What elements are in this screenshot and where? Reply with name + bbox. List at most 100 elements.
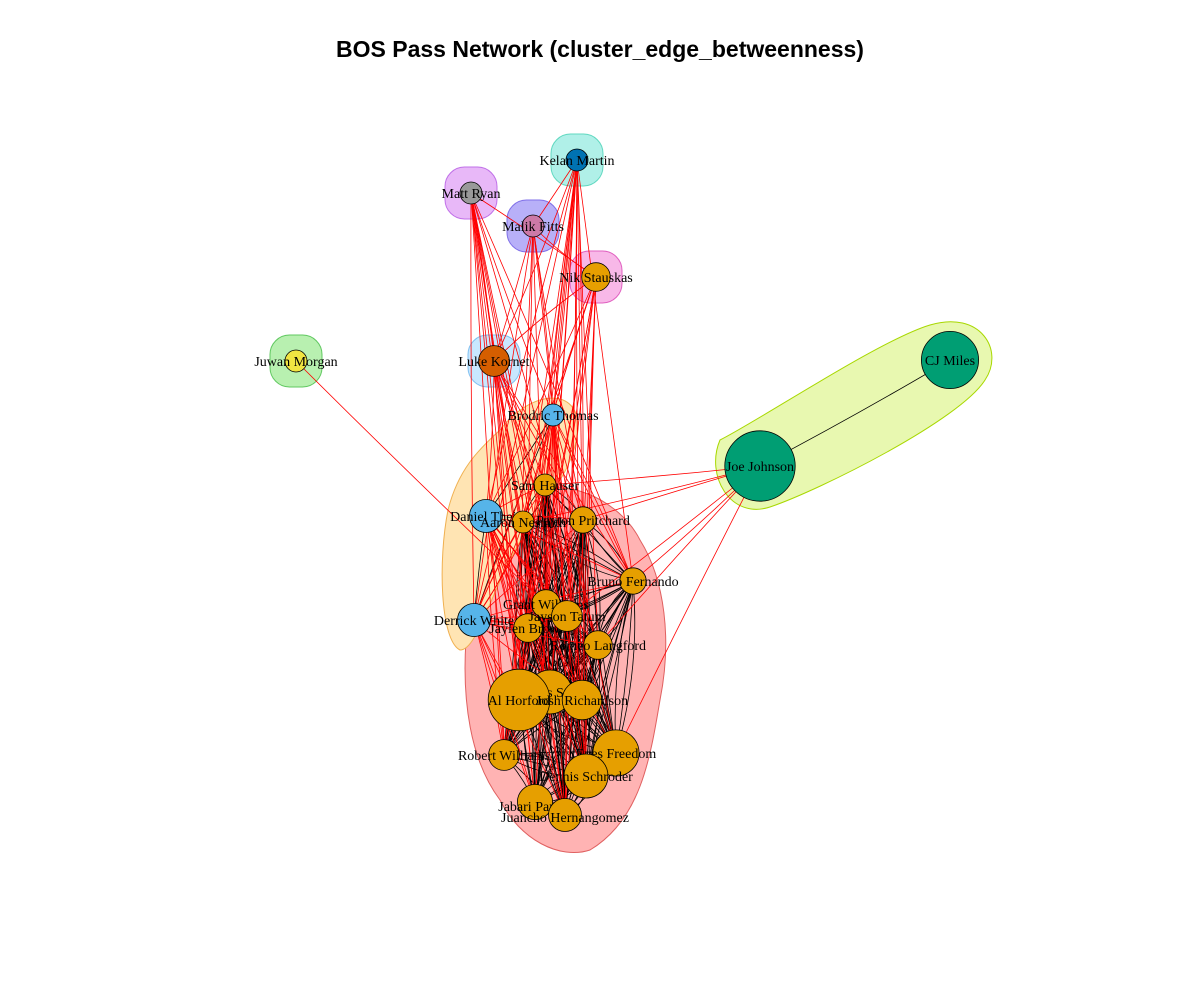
node-joe-johnson: Joe Johnson [724, 430, 796, 502]
node-circle [581, 262, 611, 292]
intra-edge [522, 521, 536, 803]
node-payton-pritchard: Payton Pritchard [536, 506, 630, 534]
inter-edge [470, 192, 475, 621]
inter-edge [485, 515, 566, 816]
node-kelan-martin: Kelan Martin [539, 148, 615, 172]
node-robert-williams: Robert Williams [458, 739, 550, 771]
inter-edge [552, 414, 634, 582]
inter-edge [532, 225, 554, 416]
node-jaylen-brown: Jaylen Brown [489, 613, 567, 643]
node-bruno-fernando: Bruno Fernando [587, 567, 679, 595]
inter-edge [564, 276, 597, 816]
inter-edge [485, 360, 495, 517]
node-label: Josh Richardson [536, 694, 628, 709]
node-circle [284, 349, 308, 373]
inter-edge [493, 360, 634, 582]
node-circle [469, 499, 503, 533]
inter-edge [549, 276, 597, 693]
inter-edge [493, 360, 536, 803]
node-label: Juancho Hernangomez [501, 811, 629, 826]
node-circle [548, 798, 582, 832]
inter-edge [545, 414, 554, 693]
intra-edge [503, 580, 634, 756]
node-josh-richardson: Josh Richardson [536, 679, 628, 721]
inter-edge [470, 192, 495, 362]
nodes: Kelan Martin Matt Ryan Malik Fitts Nik Stau… [254, 148, 980, 832]
intra-edge [522, 521, 634, 582]
inter-edge [493, 360, 599, 646]
inter-edge [552, 414, 583, 701]
inter-edge [485, 276, 597, 517]
node-circle [551, 600, 583, 632]
node-circle [511, 510, 535, 534]
node-malik-fitts: Malik Fitts [502, 214, 564, 238]
node-label: Juwan Morgan [254, 355, 337, 370]
node-circle [724, 430, 796, 502]
node-circle [921, 330, 980, 389]
node-label: Jaylen Brown [489, 622, 566, 637]
node-label: CJ Miles [925, 354, 975, 369]
node-label: Joe Johnson [726, 460, 794, 475]
node-juwan-morgan: Juwan Morgan [254, 349, 338, 373]
node-circle [478, 345, 510, 377]
node-derrick-white: Derrick White [434, 603, 514, 637]
node-circle [583, 630, 613, 660]
node-circle [459, 181, 483, 205]
inter-edge [493, 360, 547, 605]
node-label: Aaron Nesmith [480, 516, 566, 531]
inter-edge [485, 515, 599, 646]
node-label: Sam Hauser [511, 479, 579, 494]
node-label: Luke Kornet [458, 355, 529, 370]
inter-edge [493, 360, 529, 629]
node-label: Kelan Martin [539, 154, 614, 169]
node-circle [487, 668, 551, 732]
inter-edge [470, 192, 529, 629]
node-circle [521, 214, 545, 238]
node-circle [533, 473, 557, 497]
inter-edge [470, 192, 554, 416]
node-label: Robert Williams [458, 749, 550, 764]
intra-edge [564, 644, 599, 816]
intra-edge [473, 414, 554, 621]
node-nik-stauskas: Nik Stauskas [559, 262, 633, 292]
node-label: Nik Stauskas [559, 271, 633, 286]
node-label: Matt Ryan [442, 187, 501, 202]
node-matt-ryan: Matt Ryan [442, 181, 501, 205]
node-circle [569, 506, 597, 534]
inter-edge [473, 276, 597, 621]
node-circle [561, 679, 603, 721]
inter-edge [470, 192, 599, 646]
page-title: BOS Pass Network (cluster_edge_betweenne… [336, 36, 864, 62]
node-luke-kornet: Luke Kornet [458, 345, 530, 377]
node-sam-hauser: Sam Hauser [511, 473, 579, 497]
inter-edge [485, 515, 587, 777]
node-label: Brodric Thomas [507, 409, 598, 424]
inter-edge [493, 360, 566, 816]
node-circle [457, 603, 491, 637]
node-juancho-hernangomez: Juancho Hernangomez [501, 798, 629, 832]
intra-edge [522, 521, 587, 777]
intra-edge [581, 519, 587, 701]
inter-edge [576, 159, 634, 582]
inter-edge [527, 159, 578, 629]
node-label: Derrick White [434, 614, 514, 629]
inter-edge [576, 159, 599, 646]
node-label: Malik Fitts [502, 220, 564, 235]
inter-edge [522, 414, 554, 523]
node-dennis-schroder: Dennis Schroder [539, 753, 633, 799]
inter-edge [295, 360, 547, 605]
node-romeo-langford: Romeo Langford [550, 630, 646, 660]
node-circle [563, 753, 609, 799]
node-circle [541, 403, 565, 427]
inter-edge [615, 465, 761, 754]
node-circle [517, 784, 554, 821]
inter-edge [552, 414, 617, 754]
inter-edge [485, 515, 617, 754]
node-label: Payton Pritchard [536, 514, 630, 529]
node-label: Al Horford [488, 694, 551, 709]
node-al-horford: Al Horford [487, 668, 551, 732]
node-circle [565, 148, 589, 172]
node-brodric-thomas: Brodric Thomas [507, 403, 599, 427]
node-label: Romeo Langford [550, 639, 646, 654]
